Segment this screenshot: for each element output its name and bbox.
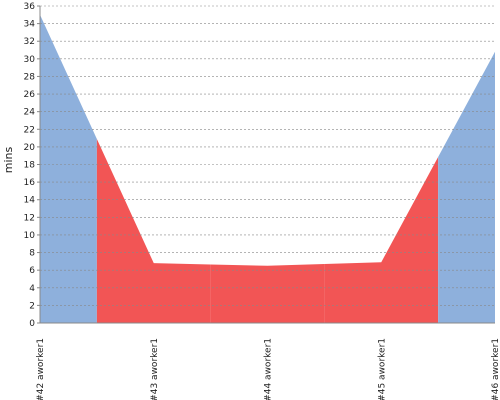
- y-tick-label: 32: [24, 37, 35, 47]
- y-tick-label: 30: [24, 55, 36, 65]
- y-tick-label: 0: [29, 319, 35, 329]
- y-tick-label: 18: [24, 161, 36, 171]
- x-tick-label: #46 aworker1: [491, 338, 500, 400]
- y-tick-label: 36: [24, 2, 36, 12]
- y-tick-label: 12: [24, 213, 35, 223]
- y-tick-label: 8: [29, 249, 35, 259]
- area-segment: [438, 51, 495, 324]
- y-tick-label: 20: [24, 143, 36, 153]
- area-segment: [324, 157, 439, 323]
- x-tick-label: #44 aworker1: [264, 338, 274, 400]
- y-tick-label: 16: [24, 178, 36, 188]
- y-tick-label: 26: [24, 90, 36, 100]
- x-tick-label: #43 aworker1: [150, 338, 160, 400]
- y-tick-label: 2: [29, 301, 35, 311]
- area-segment: [40, 14, 97, 324]
- y-tick-label: 34: [24, 20, 36, 30]
- y-tick-label: 4: [29, 284, 35, 294]
- x-tick-label: #45 aworker1: [377, 338, 387, 400]
- y-tick-label: 22: [24, 125, 35, 135]
- y-tick-label: 6: [29, 266, 35, 276]
- area-segment: [96, 138, 211, 323]
- x-tick-label: #42 aworker1: [36, 338, 46, 400]
- y-axis-label: mins: [2, 146, 15, 173]
- y-tick-label: 10: [24, 231, 36, 241]
- y-tick-label: 14: [24, 196, 36, 206]
- area-segment: [210, 264, 325, 323]
- y-tick-label: 24: [24, 108, 36, 118]
- y-tick-label: 28: [24, 72, 36, 82]
